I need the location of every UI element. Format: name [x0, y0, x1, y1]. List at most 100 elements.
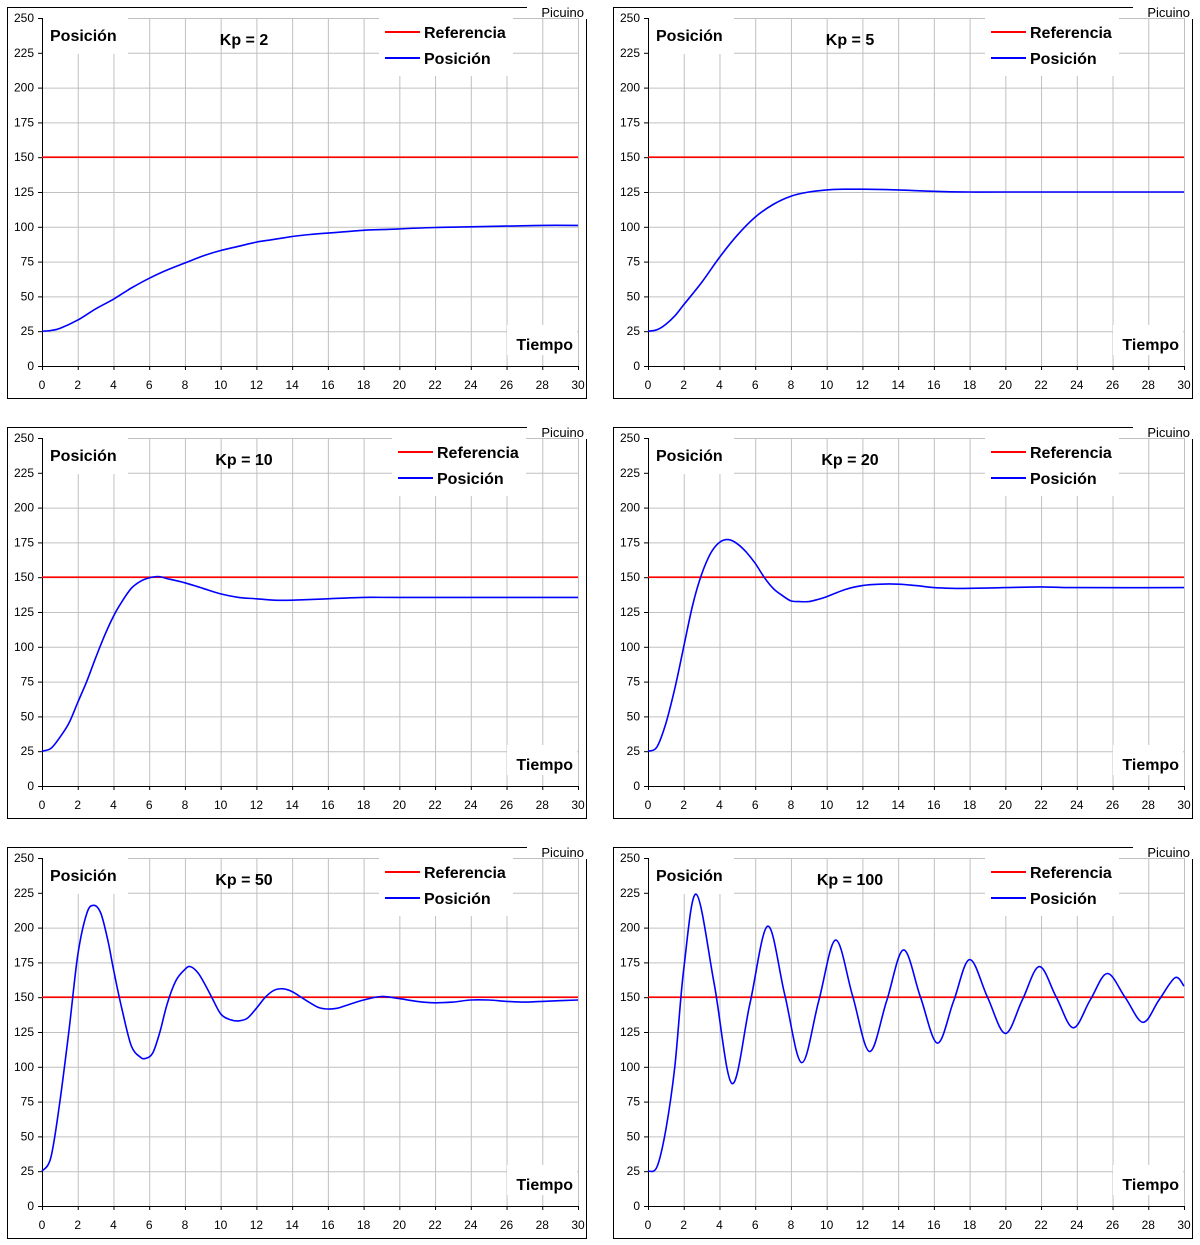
x-tick-label: 12 — [250, 798, 264, 812]
x-tick-label: 2 — [74, 378, 81, 392]
label-background — [649, 856, 734, 894]
y-tick-label: 150 — [620, 990, 640, 1004]
x-tick-label: 6 — [752, 378, 759, 392]
x-tick-label: 28 — [1142, 378, 1156, 392]
x-tick-label: 6 — [146, 798, 153, 812]
y-tick-label: 175 — [620, 115, 640, 129]
x-axis-title: Tiempo — [1122, 1177, 1179, 1194]
y-axis-title: Posición — [656, 868, 723, 885]
panel-border — [613, 427, 1193, 819]
x-tick-label: 14 — [891, 798, 905, 812]
y-tick-label: 125 — [14, 605, 34, 619]
y-tick-label: 0 — [633, 1199, 640, 1213]
y-tick-label: 125 — [14, 185, 34, 199]
y-tick-label: 225 — [14, 466, 34, 480]
y-tick-label: 175 — [620, 955, 640, 969]
series-line-posicion — [647, 893, 1185, 1173]
y-tick-label: 0 — [27, 1199, 34, 1213]
legend-background — [985, 436, 1119, 496]
y-tick-label: 175 — [620, 535, 640, 549]
x-tick-label: 30 — [1177, 378, 1191, 392]
panel-border — [7, 427, 587, 819]
chart-panel: 0 25 50 75 100 125 150 175 200 225 250 0 2 4 6 8 10 12 14 1… — [613, 427, 1193, 819]
x-tick-label: 28 — [1142, 1218, 1156, 1232]
x-tick-label: 10 — [214, 378, 228, 392]
legend-label: Referencia — [437, 445, 519, 462]
label-background — [1113, 325, 1183, 355]
y-tick-label: 225 — [14, 46, 34, 60]
watermark: Picuino — [1147, 427, 1190, 440]
chart-panel: 0 25 50 75 100 125 150 175 200 225 250 0 2 4 6 8 10 12 14 1… — [613, 847, 1193, 1239]
x-tick-label: 18 — [963, 798, 977, 812]
y-tick-label: 250 — [620, 431, 640, 445]
legend-background — [392, 436, 526, 496]
x-tick-label: 30 — [1177, 798, 1191, 812]
chart-panel: 0 25 50 75 100 125 150 175 200 225 250 0 2 4 6 8 10 12 14 1… — [7, 7, 587, 399]
x-tick-label: 24 — [1070, 378, 1084, 392]
y-tick-label: 50 — [627, 1129, 641, 1143]
label-background — [649, 16, 734, 54]
x-tick-label: 14 — [891, 378, 905, 392]
x-tick-label: 24 — [464, 798, 478, 812]
y-axis-title: Posición — [50, 448, 117, 465]
x-tick-label: 14 — [285, 378, 299, 392]
y-tick-label: 200 — [14, 81, 34, 95]
y-tick-label: 150 — [14, 990, 34, 1004]
x-tick-label: 0 — [645, 378, 652, 392]
x-tick-label: 22 — [1034, 798, 1048, 812]
x-tick-label: 2 — [680, 378, 687, 392]
y-axis-title: Posición — [656, 448, 723, 465]
series-line-posicion — [41, 224, 579, 332]
x-axis-title: Tiempo — [516, 1177, 573, 1194]
x-tick-label: 12 — [250, 378, 264, 392]
chart-title: Kp = 50 — [215, 872, 272, 889]
y-tick-label: 100 — [620, 1060, 640, 1074]
label-background — [1113, 745, 1183, 775]
x-tick-label: 20 — [999, 1218, 1013, 1232]
y-tick-label: 25 — [627, 744, 641, 758]
y-tick-label: 100 — [14, 640, 34, 654]
y-tick-label: 75 — [627, 675, 641, 689]
x-tick-label: 28 — [536, 1218, 550, 1232]
watermark: Picuino — [1147, 7, 1190, 20]
legend-label: Referencia — [1030, 865, 1112, 882]
x-tick-label: 16 — [927, 1218, 941, 1232]
label-background — [507, 325, 577, 355]
x-tick-label: 4 — [716, 798, 723, 812]
x-tick-label: 20 — [393, 1218, 407, 1232]
x-tick-label: 2 — [680, 1218, 687, 1232]
x-tick-label: 4 — [716, 378, 723, 392]
y-tick-label: 50 — [21, 289, 35, 303]
watermark: Picuino — [541, 7, 584, 20]
label-background — [507, 1165, 577, 1195]
x-tick-label: 30 — [571, 798, 585, 812]
y-tick-label: 250 — [620, 851, 640, 865]
x-tick-label: 30 — [1177, 1218, 1191, 1232]
x-tick-label: 4 — [716, 1218, 723, 1232]
x-tick-label: 2 — [74, 798, 81, 812]
x-tick-label: 8 — [788, 1218, 795, 1232]
x-tick-label: 24 — [464, 1218, 478, 1232]
x-tick-label: 0 — [39, 378, 46, 392]
label-background — [43, 856, 128, 894]
y-tick-label: 75 — [21, 255, 35, 269]
y-tick-label: 0 — [27, 779, 34, 793]
y-tick-label: 100 — [14, 220, 34, 234]
x-tick-label: 2 — [680, 798, 687, 812]
y-tick-label: 75 — [627, 255, 641, 269]
x-tick-label: 2 — [74, 1218, 81, 1232]
y-tick-label: 0 — [633, 359, 640, 373]
y-tick-label: 250 — [14, 11, 34, 25]
x-tick-label: 30 — [571, 1218, 585, 1232]
watermark: Picuino — [1147, 847, 1190, 860]
x-tick-label: 26 — [500, 378, 514, 392]
x-tick-label: 20 — [393, 378, 407, 392]
y-tick-label: 150 — [620, 150, 640, 164]
chart-panel: 0 25 50 75 100 125 150 175 200 225 250 0 2 4 6 8 10 12 14 1… — [7, 427, 587, 819]
x-tick-label: 16 — [321, 798, 335, 812]
y-tick-label: 150 — [14, 570, 34, 584]
x-tick-label: 28 — [1142, 798, 1156, 812]
x-tick-label: 14 — [285, 798, 299, 812]
